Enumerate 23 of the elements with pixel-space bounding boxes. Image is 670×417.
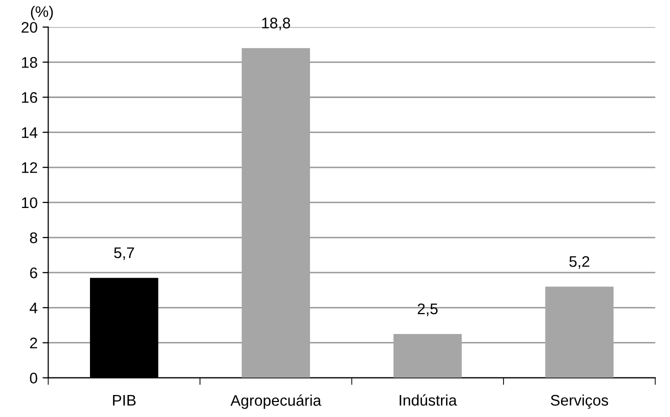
y-tick-label: 14 bbox=[22, 127, 38, 138]
bar bbox=[242, 48, 310, 378]
x-tick-label: PIB bbox=[113, 395, 136, 406]
y-tick-label: 6 bbox=[30, 267, 38, 278]
bar bbox=[393, 334, 462, 378]
data-label: 18,8 bbox=[262, 18, 290, 30]
data-label: 5,7 bbox=[114, 248, 134, 260]
data-label: 2,5 bbox=[418, 303, 438, 316]
y-tick-label: 8 bbox=[30, 232, 38, 244]
data-label: 5,2 bbox=[569, 256, 590, 269]
bar bbox=[545, 286, 614, 378]
x-tick-label: Serviços bbox=[550, 394, 608, 409]
y-tick-label: 0 bbox=[30, 372, 38, 384]
y-axis-title: (%) bbox=[30, 6, 53, 20]
y-tick-label: 16 bbox=[22, 92, 38, 103]
y-tick-label: 20 bbox=[22, 22, 38, 33]
y-tick-label: 10 bbox=[22, 197, 38, 208]
y-tick-label: 12 bbox=[22, 162, 38, 173]
y-tick-label: 2 bbox=[30, 338, 38, 348]
x-tick-label: Indústria bbox=[400, 394, 457, 406]
y-tick-label: 18 bbox=[22, 57, 38, 68]
x-tick-label: Agropecuária bbox=[230, 394, 322, 409]
y-tick-label: 4 bbox=[30, 302, 38, 314]
